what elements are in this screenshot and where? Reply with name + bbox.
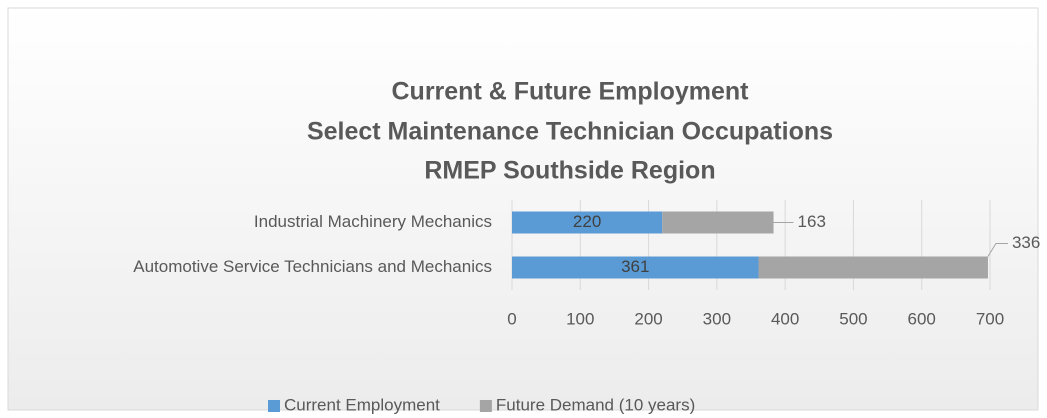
legend-label: Current Employment — [284, 395, 440, 414]
x-tick-label: 200 — [634, 309, 662, 328]
category-label: Automotive Service Technicians and Mecha… — [133, 257, 492, 276]
legend-swatch — [479, 400, 492, 412]
legend-swatch — [268, 400, 280, 412]
x-tick-label: 500 — [839, 309, 867, 328]
leader-line — [987, 243, 1008, 257]
chart-title: RMEP Southside Region — [424, 157, 715, 185]
bar — [662, 211, 774, 234]
x-tick-label: 300 — [703, 309, 731, 328]
bar — [758, 256, 988, 279]
data-label: 336 — [1012, 233, 1040, 252]
chart-title: Select Maintenance Technician Occupation… — [307, 118, 833, 146]
data-label: 163 — [798, 212, 826, 231]
data-label: 361 — [621, 257, 649, 276]
x-tick-label: 400 — [771, 309, 799, 328]
x-tick-label: 700 — [976, 309, 1004, 328]
x-tick-label: 100 — [566, 309, 594, 328]
data-label: 220 — [573, 212, 601, 231]
x-tick-label: 600 — [908, 309, 936, 328]
x-tick-label: 0 — [507, 309, 516, 328]
legend-label: Future Demand (10 years) — [496, 395, 695, 414]
bar — [512, 256, 759, 279]
bar — [512, 211, 663, 234]
chart-area — [7, 7, 1039, 411]
chart-title: Current & Future Employment — [392, 78, 750, 106]
category-label: Industrial Machinery Mechanics — [254, 212, 492, 231]
